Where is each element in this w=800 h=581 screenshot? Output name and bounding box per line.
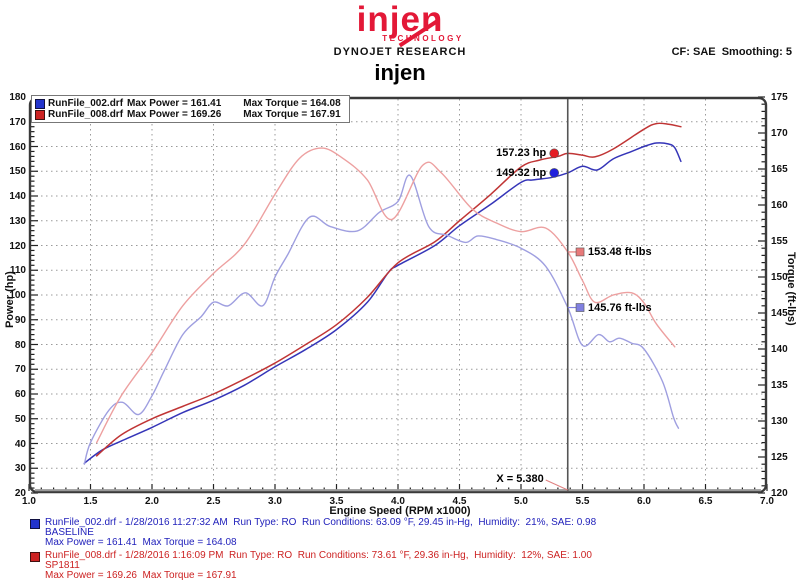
run-stats: Max Power = 161.41 Max Torque = 164.08: [45, 537, 237, 548]
rpm-tick-3.5: 3.5: [329, 496, 344, 507]
power-axis-title: Power (hp): [4, 271, 16, 328]
annotation-torque-red-label: 153.48 ft-lbs: [588, 245, 652, 258]
run-color-swatch-blue: [30, 519, 40, 529]
curve-power_sp1811: [95, 122, 682, 457]
rpm-tick-2.0: 2.0: [145, 496, 159, 507]
power-tick-130: 130: [9, 215, 26, 227]
legend: RunFile_002.drf Max Power = 161.41 Max T…: [31, 95, 350, 123]
rpm-tick-4.0: 4.0: [391, 496, 405, 507]
torque-tick-140: 140: [771, 344, 788, 355]
rpm-tick-5.0: 5.0: [514, 496, 528, 507]
torque-tick-120: 120: [771, 488, 788, 499]
rpm-tick-1.0: 1.0: [22, 496, 36, 507]
run-file-line: RunFile_002.drf - 1/28/2016 11:27:32 AM …: [45, 517, 597, 528]
curve-torque_baseline: [83, 174, 680, 465]
power-tick-20: 20: [14, 488, 26, 499]
rpm-axis-title: Engine Speed (RPM x1000): [329, 505, 471, 517]
run-info-sp1811: RunFile_008.drf - 1/28/2016 1:16:09 PM R…: [30, 551, 770, 581]
run-color-swatch-red: [30, 552, 40, 562]
injen-logo-subtext: TECHNOLOGY: [382, 34, 464, 43]
dyno-chart: [28, 96, 768, 494]
rpm-tick-7.0: 7.0: [760, 496, 774, 507]
legend-file-label: RunFile_008.drf: [48, 109, 124, 120]
rpm-tick-3.0: 3.0: [268, 496, 282, 507]
annotation-power-red-marker: [549, 148, 560, 159]
annotation-power-red-label: 157.23 hp: [496, 147, 547, 160]
annotation-power-blue-label: 149.32 hp: [496, 166, 547, 179]
legend-item-sp1811: RunFile_008.drf Max Power = 169.26 Max T…: [35, 109, 341, 120]
torque-tick-170: 170: [771, 128, 788, 139]
legend-swatch-red: [35, 109, 45, 120]
torque-tick-160: 160: [771, 200, 788, 211]
injen-logo: injen TECHNOLOGY: [0, 0, 800, 48]
torque-axis-title: Torque (ft-lbs): [785, 252, 797, 326]
legend-file-label: RunFile_002.drf: [48, 98, 124, 109]
annotation-torque-blue-label: 145.76 ft-lbs: [588, 301, 652, 314]
power-tick-30: 30: [14, 463, 26, 475]
torque-tick-135: 135: [771, 380, 788, 391]
torque-tick-175: 175: [771, 92, 788, 103]
correction-smoothing-label: CF: SAE Smoothing: 5: [671, 46, 792, 58]
legend-max-power: Max Power = 161.41: [127, 98, 222, 109]
rpm-tick-2.5: 2.5: [206, 496, 221, 507]
power-tick-90: 90: [14, 314, 26, 326]
cursor-x-label: X = 5.380: [496, 473, 544, 485]
torque-tick-155: 155: [771, 236, 788, 247]
run-tag: BASELINE: [45, 527, 94, 538]
graph-title: injen: [374, 60, 426, 85]
power-tick-100: 100: [9, 290, 26, 301]
power-tick-110: 110: [9, 265, 26, 277]
rpm-tick-6.0: 6.0: [637, 496, 651, 507]
dyno-chart-canvas: [28, 96, 768, 494]
power-tick-120: 120: [9, 240, 26, 252]
power-tick-170: 170: [9, 116, 26, 128]
rpm-tick-4.5: 4.5: [452, 496, 467, 507]
legend-max-torque: Max Torque = 164.08: [243, 98, 341, 109]
power-tick-70: 70: [14, 364, 26, 376]
rpm-tick-5.5: 5.5: [575, 496, 590, 507]
run-file-line: RunFile_008.drf - 1/28/2016 1:16:09 PM R…: [45, 550, 592, 561]
dynojet-research-label: DYNOJET RESEARCH: [333, 46, 467, 58]
annotation-torque-blue-marker: [575, 303, 585, 312]
annotation-torque-red-marker: [575, 247, 585, 257]
run-tag: SP1811: [45, 560, 80, 571]
torque-tick-125: 125: [771, 452, 788, 463]
legend-max-power: Max Power = 169.26: [127, 109, 222, 120]
power-tick-140: 140: [9, 191, 26, 202]
legend-item-baseline: RunFile_002.drf Max Power = 161.41 Max T…: [35, 98, 341, 109]
power-tick-50: 50: [14, 413, 26, 425]
injen-logo-text: injen: [356, 0, 444, 39]
power-tick-40: 40: [14, 438, 26, 450]
run-info-footer: RunFile_002.drf - 1/28/2016 11:27:32 AM …: [30, 518, 770, 581]
rpm-tick-6.5: 6.5: [698, 496, 713, 507]
run-stats: Max Power = 169.26 Max Torque = 167.91: [45, 570, 237, 581]
legend-max-torque: Max Torque = 167.91: [243, 109, 341, 120]
torque-tick-165: 165: [771, 164, 788, 175]
power-tick-180: 180: [9, 92, 26, 103]
torque-tick-145: 145: [771, 308, 788, 319]
run-info-baseline: RunFile_002.drf - 1/28/2016 11:27:32 AM …: [30, 518, 770, 548]
legend-swatch-blue: [35, 98, 45, 109]
power-tick-160: 160: [9, 141, 26, 153]
power-tick-150: 150: [9, 166, 26, 178]
torque-tick-150: 150: [771, 272, 788, 283]
curve-torque_sp1811: [95, 147, 676, 444]
power-tick-80: 80: [14, 339, 26, 351]
annotation-power-blue-marker: [549, 168, 560, 178]
torque-tick-130: 130: [771, 416, 788, 427]
rpm-tick-1.5: 1.5: [83, 496, 98, 507]
power-tick-60: 60: [14, 389, 26, 400]
